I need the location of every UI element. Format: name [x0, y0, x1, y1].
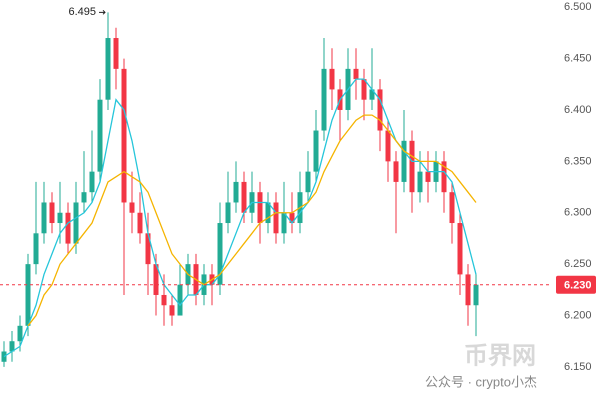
- high-marker-arrow: [99, 9, 106, 15]
- candle-body: [305, 171, 311, 193]
- candle-body: [449, 192, 455, 224]
- candle-body: [457, 223, 463, 275]
- candle-body: [465, 274, 471, 306]
- high-marker-label: 6.495: [68, 6, 96, 18]
- candle-body: [9, 341, 15, 352]
- candle-body: [17, 325, 23, 342]
- candle-body: [41, 202, 47, 234]
- candle-body: [97, 99, 103, 172]
- y-tick-label: 6.350: [564, 155, 592, 167]
- candle-body: [145, 233, 151, 265]
- watermark-account: 公众号 · crypto小杰: [425, 374, 537, 389]
- candle-body: [153, 264, 159, 295]
- candle-body: [257, 192, 263, 224]
- candle-body: [417, 171, 423, 193]
- watermark: 币界网: [464, 342, 536, 369]
- candle-body: [81, 192, 87, 203]
- candle-body: [137, 212, 143, 234]
- candle-body: [233, 181, 239, 203]
- candle-body: [361, 79, 367, 100]
- candle-body: [169, 305, 175, 316]
- y-tick-label: 6.300: [564, 207, 592, 219]
- candle-body: [105, 38, 111, 100]
- candle-body: [385, 130, 391, 162]
- candle-body: [49, 202, 55, 224]
- candle-body: [161, 294, 167, 306]
- candle-body: [225, 202, 231, 224]
- candle-body: [401, 140, 407, 182]
- candle-body: [441, 161, 447, 193]
- candle-body: [121, 68, 127, 203]
- y-tick-label: 6.200: [564, 309, 592, 321]
- candle-body: [393, 161, 399, 182]
- candle-body: [281, 212, 287, 234]
- current-price-box: [556, 275, 596, 294]
- candle-body: [289, 212, 295, 224]
- candle-body: [353, 68, 359, 80]
- candle-body: [329, 68, 335, 90]
- current-price-label: 6.230: [564, 280, 592, 292]
- candle-body: [89, 171, 95, 193]
- y-tick-label: 6.500: [564, 1, 592, 13]
- y-tick-label: 6.450: [564, 52, 592, 64]
- y-tick-label: 6.150: [564, 361, 592, 373]
- candle-body: [25, 264, 31, 326]
- candle-body: [241, 181, 247, 213]
- y-tick-label: 6.250: [564, 258, 592, 270]
- candle-body: [73, 202, 79, 244]
- moving-average-line: [3, 78, 477, 358]
- candle-body: [369, 89, 375, 100]
- candle-body: [57, 212, 63, 224]
- candle-body: [473, 284, 479, 306]
- candle-body: [217, 223, 223, 285]
- candle-body: [33, 233, 39, 265]
- moving-average-line: [27, 114, 477, 327]
- y-tick-label: 6.400: [564, 104, 592, 116]
- candle-body: [321, 68, 327, 131]
- candle-body: [273, 202, 279, 234]
- candle-body: [409, 140, 415, 193]
- candle-body: [113, 38, 119, 69]
- candle-body: [425, 171, 431, 182]
- candle-body: [265, 202, 271, 224]
- candle-body: [377, 89, 383, 131]
- candle-body: [177, 284, 183, 316]
- candle-body: [313, 130, 319, 172]
- candle-body: [129, 202, 135, 213]
- candle-body: [65, 212, 71, 244]
